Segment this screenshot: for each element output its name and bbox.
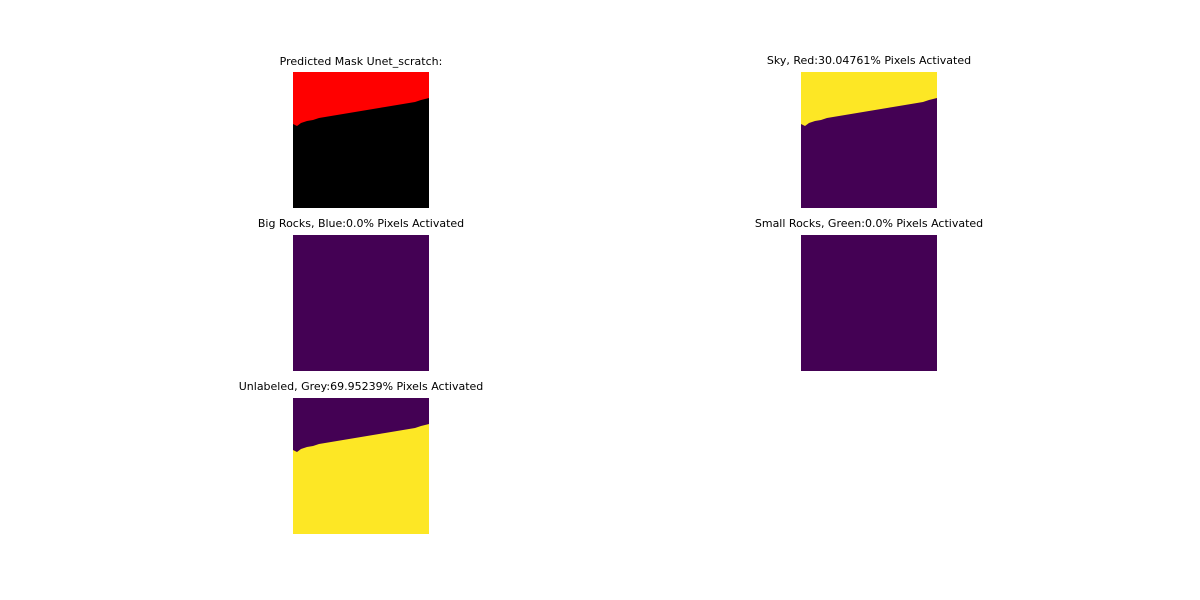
sky-region — [293, 72, 429, 126]
panel-title-small-rocks: Small Rocks, Green:0.0% Pixels Activated — [754, 217, 984, 230]
panel-title-predicted-mask: Predicted Mask Unet_scratch: — [279, 55, 443, 68]
active-region — [293, 424, 429, 534]
unlabeled-mask-image — [293, 398, 429, 534]
sky-mask-image — [801, 72, 937, 208]
active-region — [801, 72, 937, 126]
panel-title-big-rocks: Big Rocks, Blue:0.0% Pixels Activated — [257, 217, 465, 230]
small-rocks-mask-image — [801, 235, 937, 371]
big-rocks-mask-image — [293, 235, 429, 371]
predicted-mask-image — [293, 72, 429, 208]
inactive-region — [293, 235, 429, 371]
panel-title-sky: Sky, Red:30.04761% Pixels Activated — [766, 54, 972, 67]
inactive-region — [801, 235, 937, 371]
panel-title-unlabeled: Unlabeled, Grey:69.95239% Pixels Activat… — [238, 380, 484, 393]
